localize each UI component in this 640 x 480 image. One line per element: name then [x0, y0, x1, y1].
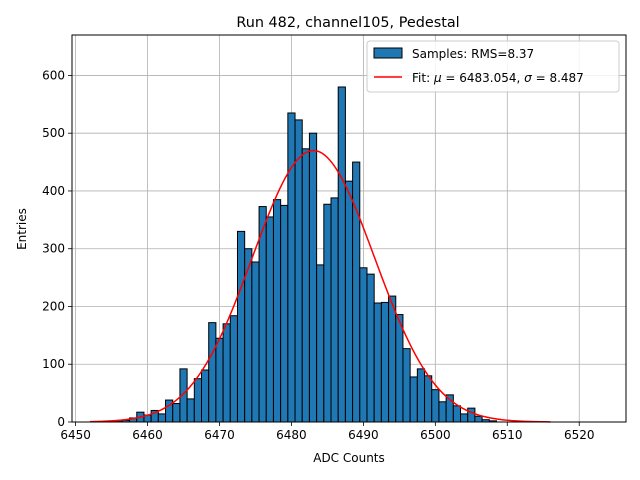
histogram-bar: [380, 301, 390, 423]
x-tick-label: 6490: [348, 428, 379, 442]
y-tick-label: 200: [42, 299, 65, 313]
histogram-bar: [294, 119, 303, 423]
histogram-bar: [452, 405, 462, 423]
histogram-bar: [474, 415, 483, 423]
legend: Samples: RMS=8.37 Fit: μ = 6483.054, σ =…: [366, 40, 620, 93]
y-axis: 0 100 200 300 400 500 600: [42, 68, 72, 429]
histogram-bar: [395, 314, 404, 423]
y-tick-label: 400: [42, 184, 65, 198]
y-tick-label: 500: [42, 126, 65, 140]
histogram-bar: [424, 375, 433, 423]
y-tick-label: 300: [42, 242, 65, 256]
legend-histogram-swatch: [373, 47, 403, 59]
histogram-bar: [431, 389, 440, 423]
histogram-bar: [215, 337, 224, 423]
histogram-bar: [344, 180, 354, 423]
chart-title: Run 482, channel105, Pedestal: [236, 15, 459, 31]
legend-box: [366, 40, 620, 93]
histogram-bar: [388, 295, 397, 423]
histogram-bar: [308, 132, 318, 423]
gaussian-fit-curve: [89, 149, 551, 423]
histogram-bar: [287, 112, 296, 423]
axes-frame: [71, 34, 627, 423]
legend-histogram-label: Samples: RMS=8.37: [412, 47, 534, 61]
histogram-bar: [438, 401, 447, 423]
histogram-bar: [157, 413, 167, 423]
histogram-bar: [301, 148, 310, 423]
histogram-bar: [193, 378, 203, 423]
x-tick-label: 6500: [420, 428, 451, 442]
histogram-bar: [201, 369, 210, 423]
x-tick-label: 6510: [492, 428, 523, 442]
x-tick-label: 6480: [276, 428, 307, 442]
y-tick-label: 100: [42, 357, 65, 371]
histogram-bar: [409, 376, 418, 423]
histogram-bar: [236, 230, 246, 423]
histogram-bar: [258, 206, 267, 423]
histogram-bar: [186, 398, 195, 423]
y-axis-label: Entries: [15, 208, 29, 250]
x-axis-label: ADC Counts: [313, 451, 385, 465]
histogram-bar: [272, 199, 282, 423]
histogram-bar: [366, 273, 375, 423]
histogram-bar: [251, 261, 260, 423]
x-tick-label: 6450: [60, 428, 91, 442]
histogram-bar: [172, 403, 181, 423]
histogram-bar: [280, 204, 289, 423]
histogram-bar: [330, 197, 339, 423]
histogram-bar: [222, 323, 231, 423]
x-axis: 6450 6460 6470 6480 6490 6500 6510 6520: [60, 422, 595, 442]
histogram-bar: [402, 348, 411, 423]
histogram-bar: [323, 203, 332, 423]
histogram-bar: [352, 161, 361, 423]
y-tick-label: 0: [57, 415, 65, 429]
histogram-bar: [460, 413, 469, 423]
plot-area: [71, 34, 627, 423]
y-tick-label: 600: [42, 68, 65, 82]
histogram-bar: [229, 315, 238, 423]
histogram-bar: [359, 267, 368, 423]
histogram-bar: [467, 407, 476, 423]
histogram-bar: [337, 86, 346, 423]
histogram-bar: [208, 322, 217, 423]
histogram-bar: [416, 368, 426, 423]
legend-fit-label: Fit: μ = 6483.054, σ = 8.487: [412, 71, 584, 85]
x-tick-label: 6470: [204, 428, 235, 442]
x-tick-label: 6460: [132, 428, 163, 442]
histogram-bar: [265, 216, 274, 423]
histogram-bar: [373, 302, 382, 423]
x-tick-label: 6520: [564, 428, 595, 442]
histogram-bar: [316, 264, 325, 423]
